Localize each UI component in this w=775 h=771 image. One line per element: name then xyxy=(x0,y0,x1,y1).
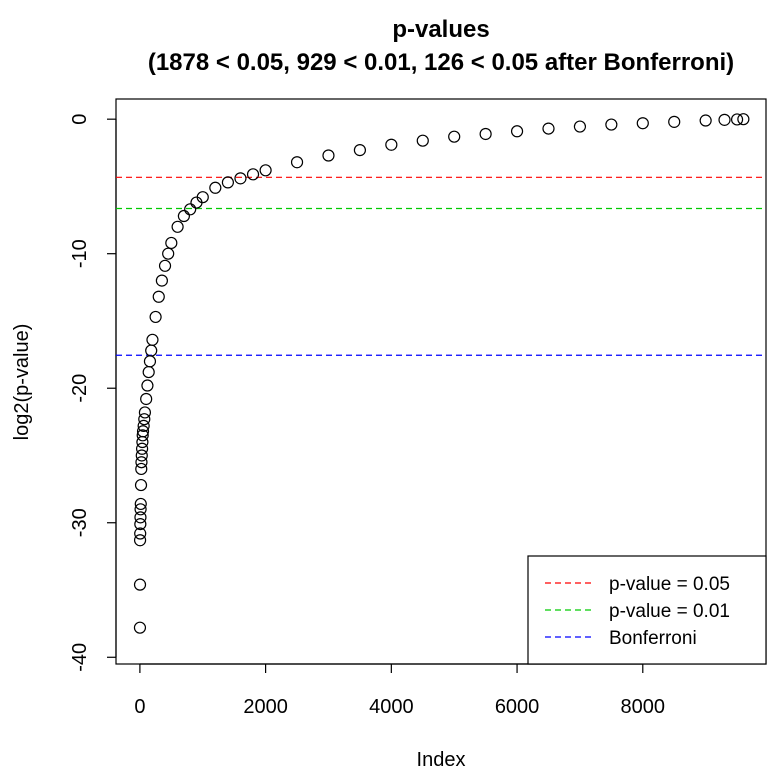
data-point xyxy=(730,113,744,126)
data-point xyxy=(134,503,147,516)
data-point xyxy=(138,413,151,426)
data-point xyxy=(140,392,153,406)
data-point xyxy=(171,220,184,233)
legend-label: Bonferroni xyxy=(609,628,697,649)
data-point xyxy=(448,130,461,143)
data-point xyxy=(165,236,178,250)
data-point xyxy=(162,247,175,260)
data-point xyxy=(145,344,158,357)
data-point xyxy=(234,172,247,185)
data-point xyxy=(135,449,148,462)
data-point xyxy=(290,156,304,169)
x-axis-label: Index xyxy=(417,749,466,771)
x-tick-label: 6000 xyxy=(495,696,540,718)
x-tick-label: 0 xyxy=(134,696,145,718)
data-point xyxy=(134,511,147,524)
data-point xyxy=(138,406,152,419)
data-point xyxy=(149,310,162,324)
data-point xyxy=(133,534,147,547)
data-point xyxy=(134,478,148,492)
data-point xyxy=(479,127,492,141)
data-point xyxy=(177,209,190,223)
data-point xyxy=(353,144,367,157)
legend-label: p-value = 0.05 xyxy=(609,574,730,595)
data-point xyxy=(718,113,731,126)
data-point xyxy=(246,168,260,181)
data-point xyxy=(135,462,148,476)
x-axis: 0 2000 4000 6000 8000 xyxy=(134,663,666,718)
data-point xyxy=(322,149,335,162)
data-point xyxy=(142,365,155,379)
chart-title: p-values xyxy=(392,16,489,43)
data-point xyxy=(158,259,172,272)
data-point xyxy=(510,125,524,138)
data-point xyxy=(134,497,147,511)
x-tick-label: 4000 xyxy=(369,696,414,718)
data-points xyxy=(133,113,750,634)
y-tick-label: -30 xyxy=(69,508,91,537)
data-point xyxy=(416,134,429,147)
data-point xyxy=(259,164,272,177)
data-point xyxy=(152,290,165,303)
data-point xyxy=(221,176,234,189)
data-point xyxy=(133,578,147,591)
y-tick-label: -40 xyxy=(69,643,91,672)
data-point xyxy=(143,355,157,368)
y-axis: 0 -10 -20 -30 -40 xyxy=(69,114,117,672)
data-point xyxy=(385,138,398,151)
data-point xyxy=(542,122,555,135)
data-point xyxy=(699,114,712,127)
data-point xyxy=(134,527,147,540)
data-point xyxy=(155,274,168,287)
data-point xyxy=(196,191,209,204)
legend: p-value = 0.05 p-value = 0.01 Bonferroni xyxy=(527,555,767,665)
reference-lines xyxy=(116,176,766,356)
data-point xyxy=(136,429,149,442)
data-point xyxy=(141,379,154,392)
chart-subtitle: (1878 < 0.05, 929 < 0.01, 126 < 0.05 aft… xyxy=(148,49,734,76)
y-axis-label: log2(p-value) xyxy=(11,324,33,441)
data-point xyxy=(136,425,150,438)
y-tick-label: -20 xyxy=(69,374,91,403)
data-point xyxy=(737,113,750,126)
data-point xyxy=(668,115,681,128)
data-point xyxy=(209,181,222,194)
data-point xyxy=(134,517,147,531)
data-point xyxy=(135,442,149,455)
data-point xyxy=(184,203,197,216)
data-point xyxy=(133,621,147,634)
x-tick-label: 2000 xyxy=(243,696,288,718)
data-point xyxy=(137,419,150,432)
x-tick-label: 8000 xyxy=(621,696,666,718)
data-point xyxy=(573,120,587,133)
data-point xyxy=(605,118,618,131)
y-tick-label: -10 xyxy=(69,239,91,268)
legend-label: p-value = 0.01 xyxy=(609,601,730,622)
data-point xyxy=(146,333,159,346)
y-tick-label: 0 xyxy=(69,114,91,125)
data-point xyxy=(636,117,649,130)
data-point xyxy=(135,456,148,469)
